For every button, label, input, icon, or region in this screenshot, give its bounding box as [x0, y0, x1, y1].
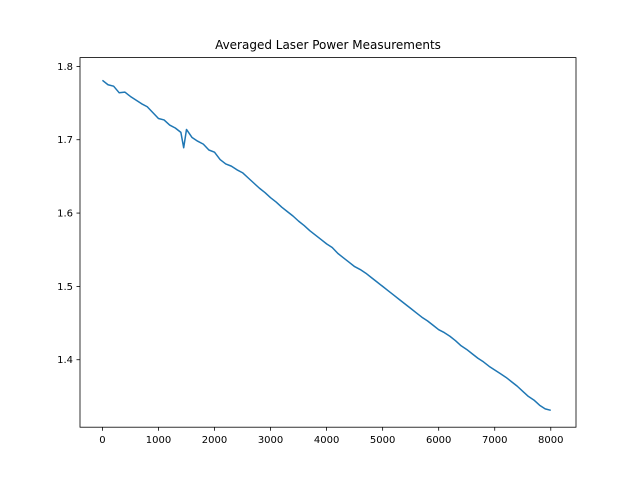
x-tick-label: 3000: [258, 435, 283, 446]
x-axis: 0 1000 2000 3000 4000 5000 6000 7000 8000: [99, 427, 564, 446]
x-tick-label: 4000: [314, 435, 339, 446]
x-tick-label: 5000: [370, 435, 395, 446]
y-tick-label: 1.6: [57, 209, 73, 220]
axes-frame: [79, 57, 577, 428]
chart-title: Averaged Laser Power Measurements: [215, 38, 441, 52]
x-tick-label: 8000: [538, 435, 563, 446]
y-tick-label: 1.8: [57, 62, 73, 73]
y-tick-label: 1.4: [57, 355, 73, 366]
series-layer: [101, 79, 551, 412]
y-tick-label: 1.5: [57, 282, 73, 293]
x-tick-label: 6000: [426, 435, 451, 446]
series-line-0: [101, 79, 551, 412]
x-tick-label: 0: [99, 435, 105, 446]
x-tick-label: 2000: [202, 435, 227, 446]
x-tick-label: 7000: [482, 435, 507, 446]
y-tick-label: 1.7: [57, 135, 73, 146]
y-axis: 1.4 1.5 1.6 1.7 1.8: [57, 62, 80, 366]
x-tick-label: 1000: [146, 435, 171, 446]
